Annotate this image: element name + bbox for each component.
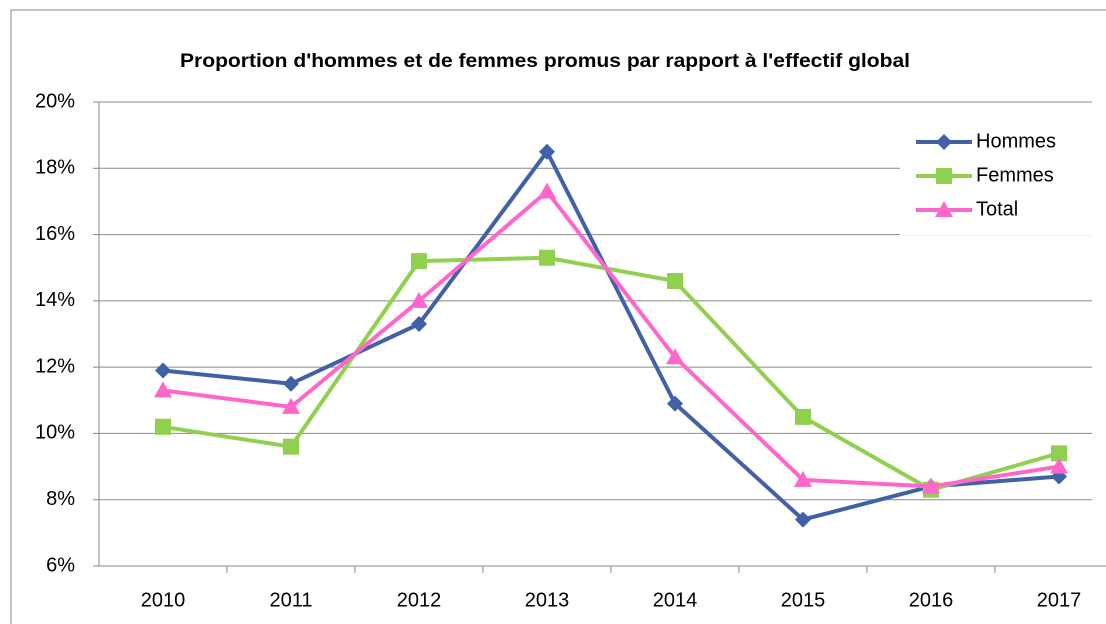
x-tick-label: 2017 xyxy=(1037,589,1082,611)
marker xyxy=(282,397,300,414)
marker xyxy=(283,438,299,455)
series-line xyxy=(162,149,1060,522)
y-tick-label: 6% xyxy=(46,554,75,576)
marker xyxy=(538,182,556,199)
marker xyxy=(1051,445,1067,462)
series-line xyxy=(162,255,1060,492)
legend-label: Femmes xyxy=(976,164,1054,186)
marker xyxy=(795,408,811,425)
x-tick-label: 2011 xyxy=(269,589,312,611)
marker xyxy=(155,362,171,379)
legend-label: Hommes xyxy=(976,130,1056,152)
y-tick-label: 20% xyxy=(35,90,75,112)
marker xyxy=(794,470,812,487)
marker xyxy=(283,375,299,392)
marker xyxy=(539,143,555,160)
marker xyxy=(155,418,171,435)
marker xyxy=(667,272,683,289)
y-tick-label: 8% xyxy=(46,488,75,510)
chart-title: Proportion d'hommes et de femmes promus … xyxy=(180,51,910,72)
marker xyxy=(666,348,684,365)
legend-label: Total xyxy=(976,198,1018,220)
marker xyxy=(936,168,952,184)
y-tick-label: 16% xyxy=(35,223,75,245)
marker xyxy=(154,381,172,398)
marker xyxy=(667,395,683,412)
marker xyxy=(539,249,555,266)
marker xyxy=(936,134,952,150)
marker xyxy=(410,291,428,308)
x-tick-label: 2016 xyxy=(909,589,954,611)
marker xyxy=(935,201,953,217)
marker xyxy=(922,477,940,494)
marker xyxy=(1050,457,1068,474)
y-tick-label: 12% xyxy=(35,355,75,377)
marker xyxy=(411,253,427,270)
y-tick-label: 14% xyxy=(35,289,75,311)
x-tick-label: 2015 xyxy=(781,589,826,611)
y-tick-label: 10% xyxy=(35,422,75,444)
x-tick-label: 2012 xyxy=(397,589,442,611)
x-tick-label: 2013 xyxy=(525,589,570,611)
series-line xyxy=(162,189,1060,489)
marker xyxy=(411,316,427,333)
y-tick-label: 18% xyxy=(35,157,75,179)
x-tick-label: 2014 xyxy=(653,589,698,611)
x-tick-label: 2010 xyxy=(141,589,186,611)
chart-border xyxy=(10,9,1106,624)
marker xyxy=(795,511,811,528)
